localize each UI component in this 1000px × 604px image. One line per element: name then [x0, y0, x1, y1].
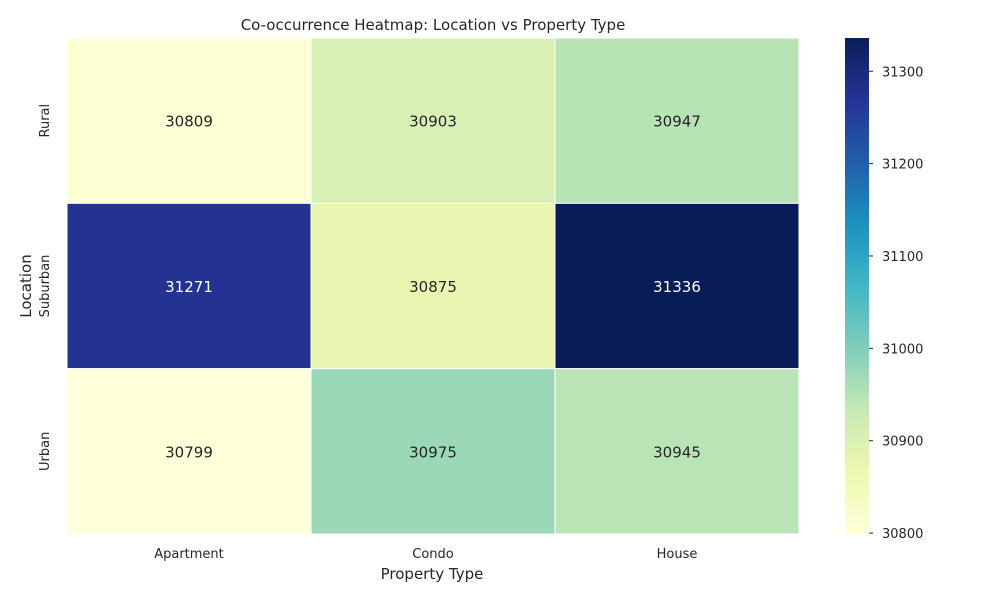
heatmap-cell: [310, 202, 556, 370]
heatmap-cell: [554, 37, 800, 204]
chart-title: Co-occurrence Heatmap: Location vs Prope…: [241, 16, 626, 34]
colorbar-ticks: 30800 30900 31000 31100 31200 31300: [869, 65, 923, 542]
y-tick-label: Suburban: [38, 255, 53, 318]
colorbar-tick-label: 30800: [882, 527, 923, 542]
heatmap-cell: [554, 368, 800, 535]
x-tick-label: Apartment: [154, 547, 224, 562]
cell-value-label: 30875: [409, 278, 457, 296]
cell-value-label: 31271: [165, 278, 213, 296]
colorbar-tick-label: 31200: [882, 158, 923, 173]
y-tick-label: Urban: [38, 432, 53, 471]
colorbar-tick-label: 31000: [882, 342, 923, 357]
x-tick-label: House: [657, 547, 698, 562]
x-tick-label: Condo: [412, 547, 454, 562]
heatmap-cell: [310, 37, 556, 204]
y-tick-label: Rural: [38, 104, 53, 138]
cell-value-label: 30945: [653, 443, 701, 461]
cell-value-label: 31336: [653, 278, 701, 296]
colorbar-tick-label: 30900: [882, 435, 923, 450]
y-tick-labels: Rural Suburban Urban: [38, 104, 53, 471]
colorbar: 30800 30900 31000 31100 31200 31300: [845, 38, 923, 542]
heatmap-cell: [66, 37, 312, 204]
colorbar-gradient: [845, 38, 869, 534]
heatmap-cell: [66, 202, 312, 370]
cell-value-label: 30809: [165, 113, 213, 131]
colorbar-tick-label: 31300: [882, 65, 923, 80]
x-axis-label: Property Type: [381, 565, 484, 583]
cell-value-label: 30903: [409, 113, 457, 131]
heatmap-cell: [66, 368, 312, 535]
cell-value-label: 30799: [165, 443, 213, 461]
heatmap-cells: 30809 30903 30947 31271 30875 31336 30799 30975…: [66, 37, 800, 535]
heatmap-cell: [554, 202, 800, 370]
y-axis-label: Location: [17, 254, 35, 317]
cell-value-label: 30975: [409, 443, 457, 461]
cell-value-label: 30947: [653, 113, 701, 131]
x-tick-labels: Apartment Condo House: [154, 547, 697, 562]
heatmap-cell: [310, 368, 556, 535]
colorbar-tick-label: 31100: [882, 250, 923, 265]
